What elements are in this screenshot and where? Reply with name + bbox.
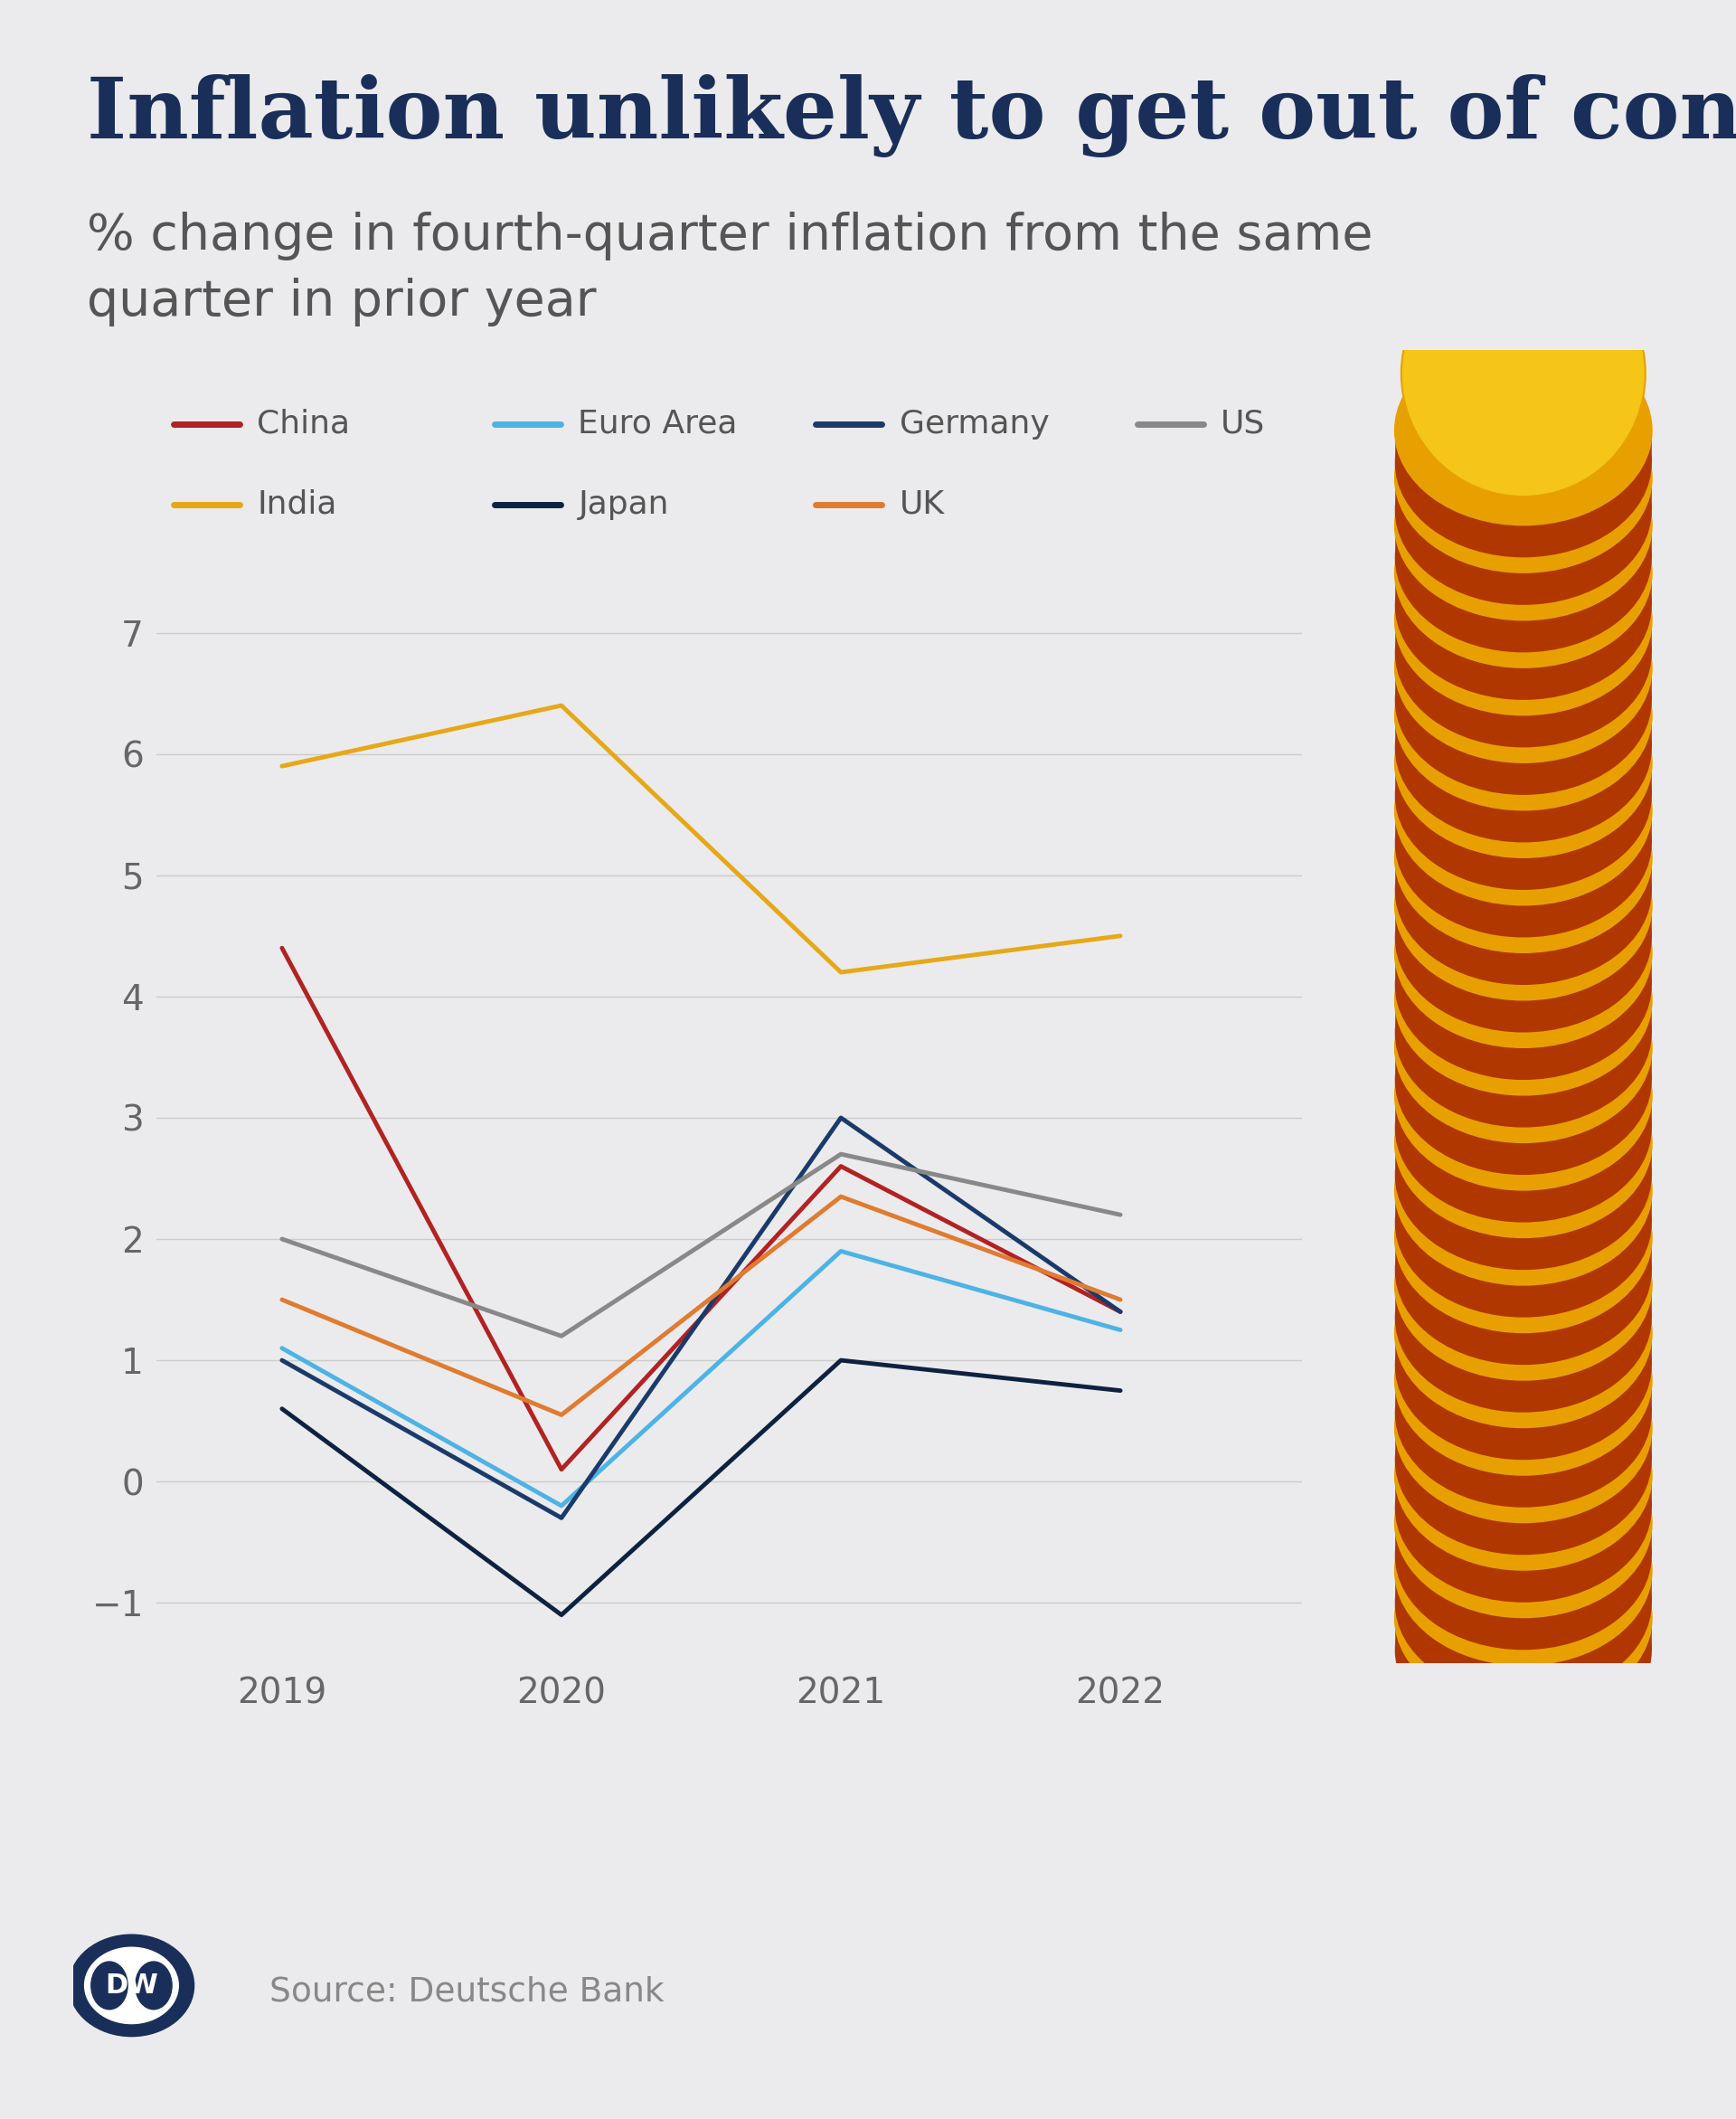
Ellipse shape bbox=[1396, 1049, 1651, 1237]
Ellipse shape bbox=[1396, 1127, 1651, 1318]
Bar bbox=[1396, 1568, 1651, 1602]
Ellipse shape bbox=[1396, 763, 1651, 951]
Ellipse shape bbox=[1396, 1144, 1651, 1333]
Bar bbox=[1396, 1140, 1651, 1176]
Bar bbox=[1396, 712, 1651, 748]
Ellipse shape bbox=[1396, 985, 1651, 1174]
Ellipse shape bbox=[1396, 1475, 1651, 1666]
Ellipse shape bbox=[1396, 1413, 1651, 1602]
Text: Germany: Germany bbox=[899, 409, 1049, 439]
Bar bbox=[1396, 1235, 1651, 1269]
Ellipse shape bbox=[1396, 667, 1651, 858]
Bar bbox=[1396, 1519, 1651, 1555]
Ellipse shape bbox=[1396, 939, 1651, 1127]
Bar bbox=[1396, 761, 1651, 795]
Ellipse shape bbox=[1396, 1271, 1651, 1460]
Ellipse shape bbox=[1396, 526, 1651, 714]
Bar bbox=[1396, 1615, 1651, 1651]
Ellipse shape bbox=[1396, 335, 1651, 526]
Text: Euro Area: Euro Area bbox=[578, 409, 738, 439]
Ellipse shape bbox=[1396, 1096, 1651, 1284]
Ellipse shape bbox=[1396, 621, 1651, 809]
Text: China: China bbox=[257, 409, 351, 439]
Ellipse shape bbox=[1396, 1365, 1651, 1555]
Ellipse shape bbox=[1396, 1333, 1651, 1521]
Bar bbox=[1396, 1426, 1651, 1460]
Ellipse shape bbox=[1396, 1509, 1651, 1697]
Ellipse shape bbox=[1396, 701, 1651, 890]
Ellipse shape bbox=[1396, 1555, 1651, 1744]
Bar bbox=[1396, 856, 1651, 890]
Ellipse shape bbox=[1396, 557, 1651, 748]
Ellipse shape bbox=[1396, 1223, 1651, 1413]
Bar bbox=[1396, 428, 1651, 462]
Ellipse shape bbox=[1396, 1318, 1651, 1507]
Ellipse shape bbox=[1396, 890, 1651, 1081]
Bar bbox=[1396, 523, 1651, 557]
Ellipse shape bbox=[1396, 1382, 1651, 1570]
Ellipse shape bbox=[1401, 250, 1646, 496]
Text: % change in fourth-quarter inflation from the same
quarter in prior year: % change in fourth-quarter inflation fro… bbox=[87, 212, 1373, 326]
Ellipse shape bbox=[1396, 464, 1651, 653]
Bar bbox=[1396, 1282, 1651, 1318]
Text: DW: DW bbox=[104, 1973, 158, 1998]
Ellipse shape bbox=[1396, 1191, 1651, 1379]
Ellipse shape bbox=[1396, 858, 1651, 1047]
Ellipse shape bbox=[1396, 905, 1651, 1096]
Ellipse shape bbox=[1396, 1081, 1651, 1269]
Ellipse shape bbox=[135, 1962, 172, 2009]
Ellipse shape bbox=[1396, 415, 1651, 604]
Bar bbox=[1396, 951, 1651, 985]
Ellipse shape bbox=[1396, 954, 1651, 1142]
Ellipse shape bbox=[1396, 748, 1651, 937]
Ellipse shape bbox=[1396, 1034, 1651, 1223]
Bar bbox=[1396, 903, 1651, 939]
Bar bbox=[1396, 1473, 1651, 1509]
Text: US: US bbox=[1220, 409, 1266, 439]
Ellipse shape bbox=[1396, 1237, 1651, 1428]
Ellipse shape bbox=[1396, 1428, 1651, 1617]
Text: India: India bbox=[257, 489, 337, 519]
Bar bbox=[1396, 1377, 1651, 1413]
Ellipse shape bbox=[1396, 812, 1651, 1000]
Text: Japan: Japan bbox=[578, 489, 668, 519]
Ellipse shape bbox=[1396, 384, 1651, 572]
Ellipse shape bbox=[1396, 574, 1651, 763]
Bar bbox=[1396, 1093, 1651, 1127]
Bar bbox=[1396, 1331, 1651, 1365]
Text: Source: Deutsche Bank: Source: Deutsche Bank bbox=[269, 1975, 663, 2009]
Bar bbox=[1396, 1045, 1651, 1081]
Bar bbox=[1396, 1189, 1651, 1223]
Ellipse shape bbox=[1396, 430, 1651, 621]
Ellipse shape bbox=[1396, 606, 1651, 795]
Ellipse shape bbox=[1396, 1524, 1651, 1712]
Text: Inflation unlikely to get out of control: Inflation unlikely to get out of control bbox=[87, 74, 1736, 157]
Bar bbox=[1396, 570, 1651, 606]
Bar bbox=[1396, 665, 1651, 699]
Text: UK: UK bbox=[899, 489, 944, 519]
Ellipse shape bbox=[1396, 369, 1651, 557]
Ellipse shape bbox=[1396, 1176, 1651, 1365]
Bar bbox=[1396, 475, 1651, 511]
Ellipse shape bbox=[1396, 653, 1651, 843]
Circle shape bbox=[85, 1947, 179, 2024]
Bar bbox=[1396, 619, 1651, 653]
Bar bbox=[1396, 998, 1651, 1032]
Ellipse shape bbox=[92, 1962, 128, 2009]
Circle shape bbox=[69, 1935, 194, 2036]
Ellipse shape bbox=[1396, 716, 1651, 905]
Ellipse shape bbox=[1396, 1460, 1651, 1651]
Bar bbox=[1396, 807, 1651, 843]
Ellipse shape bbox=[1396, 797, 1651, 985]
Ellipse shape bbox=[1396, 1000, 1651, 1191]
Ellipse shape bbox=[1396, 1286, 1651, 1475]
Ellipse shape bbox=[1396, 511, 1651, 699]
Ellipse shape bbox=[1396, 479, 1651, 667]
Ellipse shape bbox=[1396, 843, 1651, 1032]
